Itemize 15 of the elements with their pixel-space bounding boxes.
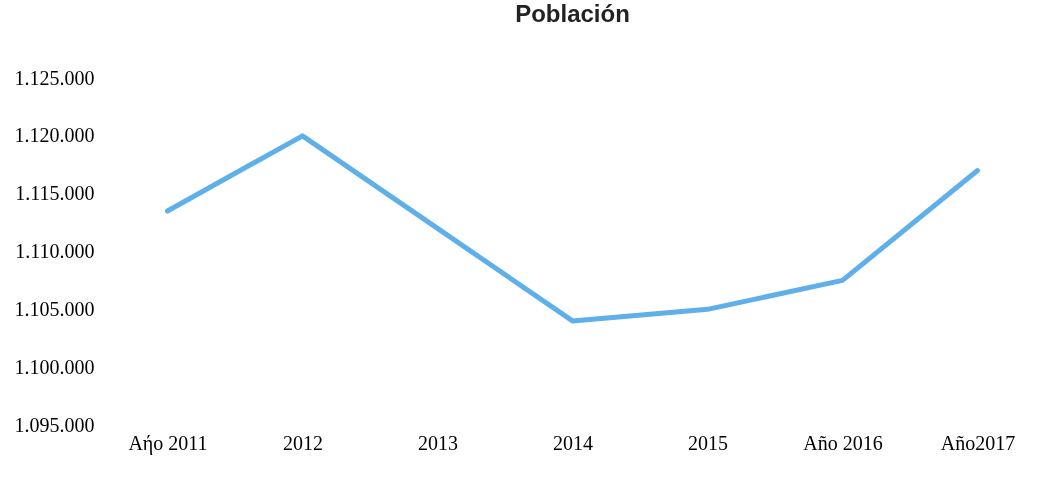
x-tick-label: 2014 (553, 431, 593, 454)
x-tick-label: 2015 (688, 431, 728, 454)
chart-title: Población (515, 0, 630, 27)
y-tick-label: 1.125.000 (14, 66, 95, 89)
y-tick-label: 1.120.000 (14, 124, 95, 147)
x-tick-label: 2013 (418, 431, 458, 454)
y-tick-label: 1.105.000 (14, 297, 95, 320)
x-tick-label: Año2017 (940, 431, 1016, 454)
x-tick-label: 2012 (283, 431, 323, 454)
x-tick-label: Año 2016 (803, 431, 883, 454)
y-tick-label: 1.095.000 (14, 413, 95, 436)
y-tick-label: 1.110.000 (15, 240, 95, 262)
y-tick-label: 1.100.000 (14, 355, 95, 378)
y-tick-label: 1.115.000 (15, 182, 95, 205)
x-tick-label: Aήo 2011 (128, 431, 208, 455)
